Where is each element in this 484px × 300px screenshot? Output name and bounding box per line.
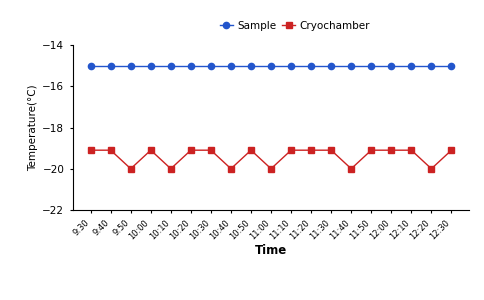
Sample [228, 64, 234, 68]
Line: Sample: Sample [88, 62, 454, 69]
Cryochamber [268, 167, 274, 170]
Cryochamber [328, 148, 334, 152]
Cryochamber [388, 148, 394, 152]
Cryochamber [128, 167, 134, 170]
Sample [108, 64, 114, 68]
Sample [268, 64, 274, 68]
Sample [449, 64, 454, 68]
Sample [328, 64, 334, 68]
Sample [348, 64, 354, 68]
Cryochamber [308, 148, 314, 152]
Sample [128, 64, 134, 68]
Sample [408, 64, 414, 68]
Cryochamber [428, 167, 434, 170]
X-axis label: Time: Time [255, 244, 287, 257]
Legend: Sample, Cryochamber: Sample, Cryochamber [220, 20, 369, 31]
Sample [188, 64, 194, 68]
Cryochamber [449, 148, 454, 152]
Sample [88, 64, 93, 68]
Cryochamber [188, 148, 194, 152]
Cryochamber [288, 148, 294, 152]
Line: Cryochamber: Cryochamber [88, 147, 454, 172]
Cryochamber [148, 148, 154, 152]
Cryochamber [208, 148, 214, 152]
Cryochamber [248, 148, 254, 152]
Cryochamber [168, 167, 174, 170]
Sample [168, 64, 174, 68]
Sample [368, 64, 374, 68]
Cryochamber [228, 167, 234, 170]
Sample [428, 64, 434, 68]
Cryochamber [368, 148, 374, 152]
Sample [208, 64, 214, 68]
Sample [148, 64, 154, 68]
Cryochamber [348, 167, 354, 170]
Y-axis label: Temperature(°C): Temperature(°C) [28, 84, 38, 171]
Sample [308, 64, 314, 68]
Sample [388, 64, 394, 68]
Sample [288, 64, 294, 68]
Cryochamber [108, 148, 114, 152]
Cryochamber [408, 148, 414, 152]
Cryochamber [88, 148, 93, 152]
Sample [248, 64, 254, 68]
